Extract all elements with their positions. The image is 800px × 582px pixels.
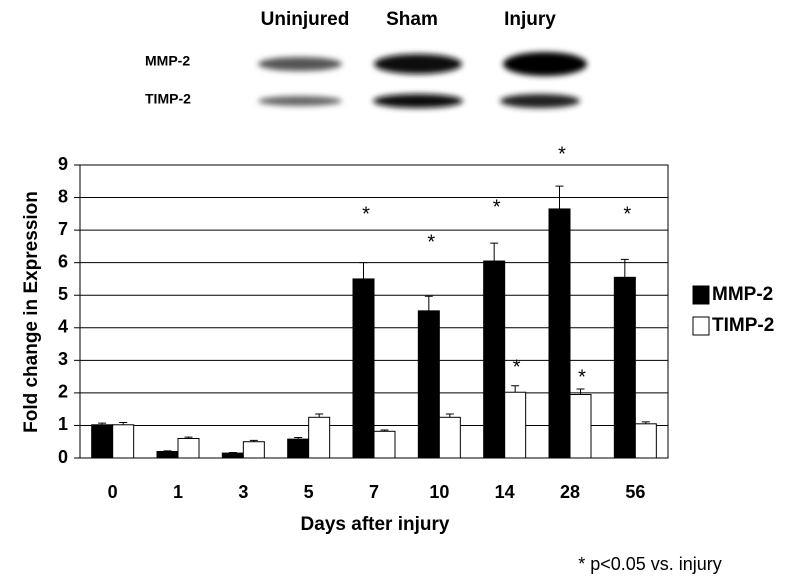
error-bar: [490, 242, 499, 262]
x-tick-label: 3: [238, 482, 248, 502]
error-bar: [620, 258, 629, 278]
error-bar: [163, 450, 172, 452]
legend-label: TIMP-2: [712, 315, 774, 336]
error-bar: [576, 388, 585, 395]
y-tick-label: 5: [58, 284, 68, 304]
bar: [417, 310, 440, 459]
x-tick-label: 7: [369, 482, 379, 502]
x-axis-label: Days after injury: [301, 514, 450, 535]
bar: [242, 441, 265, 459]
y-tick-label: 6: [58, 251, 68, 271]
y-tick-label: 8: [58, 186, 68, 206]
error-bar: [294, 436, 303, 440]
western-blot: Uninjured Sham Injury MMP-2 TIMP-2: [145, 9, 587, 108]
y-tick-label: 0: [58, 447, 68, 467]
x-tick-label: 28: [560, 482, 580, 502]
y-tick-label: 4: [58, 317, 68, 337]
x-tick-label: 10: [429, 482, 449, 502]
bar: [483, 260, 506, 459]
y-tick-label: 7: [58, 219, 68, 239]
significance-marker: *: [558, 144, 566, 166]
y-axis-label: Fold change in Expression: [21, 191, 42, 433]
error-bar: [445, 413, 454, 418]
error-bar: [98, 422, 107, 425]
significance-marker: *: [513, 356, 521, 378]
bar: [221, 452, 244, 459]
y-tick-label: 2: [58, 382, 68, 402]
error-bar: [228, 451, 237, 454]
legend-label: MMP-2: [712, 284, 773, 305]
legend-swatch: [692, 285, 710, 305]
lane-label: Injury: [504, 9, 556, 30]
bar: [287, 438, 310, 459]
bar: [308, 416, 331, 459]
bar: [613, 276, 636, 459]
y-tick-label: 3: [58, 349, 68, 369]
bar: [112, 424, 135, 459]
error-bar: [249, 439, 258, 442]
bar: [569, 394, 592, 459]
error-bar: [119, 422, 128, 425]
error-bar: [184, 436, 193, 439]
error-bar: [424, 295, 433, 311]
significance-marker: *: [427, 231, 435, 253]
x-tick-label: 14: [495, 482, 515, 502]
error-bar: [359, 262, 368, 279]
significance-marker: *: [493, 197, 501, 219]
bar: [504, 391, 527, 459]
x-tick-label: 56: [625, 482, 645, 502]
row-label: TIMP-2: [145, 91, 191, 107]
bar: [634, 423, 657, 459]
bar: [352, 278, 375, 459]
error-bar: [641, 421, 650, 424]
x-tick-label: 5: [304, 482, 314, 502]
bar: [548, 208, 571, 459]
y-tick-label: 9: [58, 154, 68, 174]
lane-label: Sham: [386, 9, 438, 30]
bar: [373, 430, 396, 459]
row-label: MMP-2: [145, 53, 190, 69]
bar: [438, 416, 461, 459]
error-bar: [315, 413, 324, 418]
significance-marker: *: [362, 204, 370, 226]
legend-swatch: [692, 316, 710, 336]
error-bar: [511, 385, 520, 393]
y-tick-label: 1: [58, 414, 68, 434]
error-bar: [380, 429, 389, 432]
error-bar: [555, 185, 564, 209]
significance-marker: *: [578, 367, 586, 389]
x-tick-label: 1: [173, 482, 183, 502]
bar: [156, 450, 179, 459]
significance-marker: *: [623, 204, 631, 226]
bar: [177, 437, 200, 459]
footnote: * p<0.05 vs. injury: [578, 554, 722, 574]
lane-label: Uninjured: [261, 9, 350, 30]
x-tick-label: 0: [108, 482, 118, 502]
bands: [258, 52, 587, 108]
bar: [91, 424, 114, 459]
